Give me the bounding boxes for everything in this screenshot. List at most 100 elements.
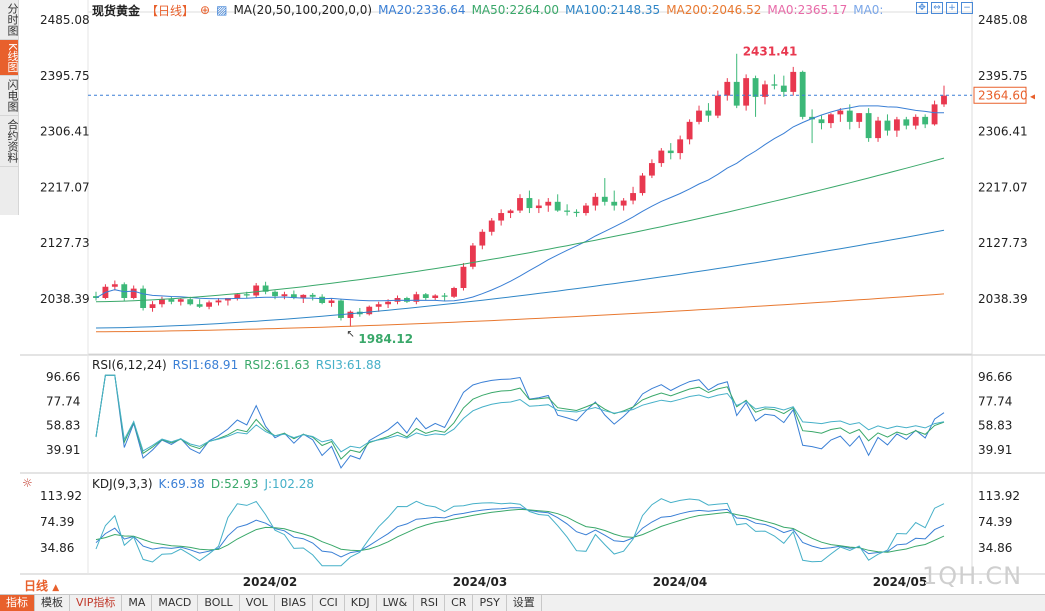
kdj-j-value: J:102.28 (264, 477, 315, 491)
candle-body (639, 175, 646, 194)
kline-chart[interactable]: 2485.08 2485.08 2395.75 2395.75 2306.41 2306.… (0, 0, 1045, 594)
candle-body (309, 294, 316, 297)
candle-body (771, 84, 778, 86)
tab-templates[interactable]: 模板 (35, 595, 70, 611)
zoom-out-icon[interactable]: − (961, 2, 973, 14)
candle-body (620, 200, 627, 206)
tab-macd[interactable]: MACD (152, 595, 199, 611)
candle-body (884, 120, 891, 131)
kdj-tick-left: 113.92 (40, 489, 82, 503)
tab-settings[interactable]: 设置 (507, 595, 542, 611)
tab-kline[interactable]: K线图 (0, 40, 19, 77)
rsi-header: RSI(6,12,24) RSI1:68.91 RSI2:61.63 RSI3:… (92, 358, 381, 372)
ma-params: MA(20,50,100,200,0,0) (233, 3, 373, 17)
price-panel-frame (87, 11, 973, 355)
candle-body (931, 104, 938, 125)
candle-body (696, 110, 702, 122)
ma20-value: MA20:2336.64 (378, 3, 466, 17)
candle-body (846, 110, 853, 122)
candle-body (488, 220, 495, 232)
kdj-k-line (95, 507, 945, 558)
tab-intraday[interactable]: 分时图 (0, 0, 19, 40)
kdj-tick-right: 34.86 (978, 541, 1012, 555)
rsi-tick-left: 96.66 (46, 370, 80, 384)
low-marker-arrow-icon: ↖ (346, 329, 354, 340)
tab-psy[interactable]: PSY (473, 595, 507, 611)
low-marker: 1984.12 (358, 332, 413, 346)
tab-vip-indicators[interactable]: VIP指标 (70, 595, 123, 611)
candle-body (752, 78, 759, 97)
candle-body (375, 304, 382, 307)
ma200-line (96, 293, 945, 333)
price-tick-right: 2306.41 (978, 125, 1028, 139)
candle-body (630, 193, 636, 201)
ma50-line (95, 157, 945, 303)
zoom-in-icon[interactable]: + (946, 2, 958, 14)
rsi-tick-left: 77.74 (46, 394, 80, 408)
period-dropdown-label: 日线 (24, 579, 49, 593)
price-tick-left: 2038.39 (40, 292, 90, 306)
price-tick-right: 2395.75 (978, 69, 1028, 83)
candle-body (611, 201, 618, 206)
candle-body (583, 205, 589, 214)
window-tools: ✥ ⇔ + − (916, 2, 973, 14)
candle-body (573, 211, 580, 214)
period-dropdown[interactable]: 日线 ▲ (24, 577, 66, 593)
candle-body (526, 198, 533, 209)
candle-body (262, 285, 269, 292)
kdj-d-value: D:52.93 (210, 477, 259, 491)
expand-icon[interactable]: ✥ (916, 2, 928, 14)
tab-boll[interactable]: BOLL (198, 595, 240, 611)
chevron-up-icon: ▲ (52, 583, 60, 593)
candle-body (224, 297, 231, 301)
move-icon[interactable]: ⇔ (931, 2, 943, 14)
candle-body (875, 120, 881, 139)
tab-cr[interactable]: CR (445, 595, 474, 611)
rsi-tick-right: 96.66 (978, 370, 1012, 384)
tab-ma[interactable]: MA (122, 595, 153, 611)
tab-rsi[interactable]: RSI (414, 595, 446, 611)
ma0-value-b: MA0: (853, 3, 884, 17)
rsi-tick-right: 77.74 (978, 394, 1012, 408)
ma200-value: MA200:2046.52 (666, 3, 762, 17)
tab-cci[interactable]: CCI (313, 595, 345, 611)
candle-body (818, 119, 825, 124)
candle-body (837, 110, 844, 115)
rsi3-value: RSI3:61.88 (315, 358, 382, 372)
watermark: 1QH.CN (922, 562, 1023, 590)
price-tick-right: 2485.08 (978, 13, 1028, 27)
ma-icon[interactable]: ⊕ (200, 3, 211, 17)
kdj-settings-icon[interactable]: ☼ (22, 476, 33, 490)
candle-body (168, 299, 175, 302)
tab-lw[interactable]: LW& (377, 595, 415, 611)
rsi1-value: RSI1:68.91 (172, 358, 239, 372)
candle-body (196, 304, 203, 307)
tab-indicators[interactable]: 指标 (0, 595, 35, 611)
candle-body (328, 300, 335, 303)
tab-contract-info[interactable]: 合约资料 (0, 116, 19, 168)
tab-kdj[interactable]: KDJ (345, 595, 377, 611)
candle-body (667, 150, 674, 154)
candle-body (498, 213, 505, 221)
ma0-value-a: MA0:2365.17 (767, 3, 848, 17)
candle-body (111, 284, 118, 287)
candle-body (790, 71, 797, 92)
current-price-value: 2364.60 (978, 88, 1028, 102)
candle-body (121, 284, 128, 298)
tab-bias[interactable]: BIAS (275, 595, 314, 611)
candle-body (545, 201, 552, 206)
tab-vol[interactable]: VOL (240, 595, 275, 611)
candle-body (469, 245, 476, 267)
candle-body (592, 196, 599, 206)
ma-settings-icon[interactable]: ▨ (216, 3, 228, 17)
rsi-params: RSI(6,12,24) (92, 358, 167, 372)
rsi2-value: RSI2:61.63 (244, 358, 310, 372)
tab-flash[interactable]: 闪电图 (0, 76, 19, 117)
period-label: 【日线】 (146, 3, 195, 18)
date-label: 2024/03 (453, 575, 507, 589)
candle-body (648, 163, 655, 176)
candle-body (601, 196, 608, 202)
rsi-tick-left: 39.91 (46, 443, 80, 457)
candle-body (272, 291, 278, 297)
candle-body (300, 294, 307, 298)
